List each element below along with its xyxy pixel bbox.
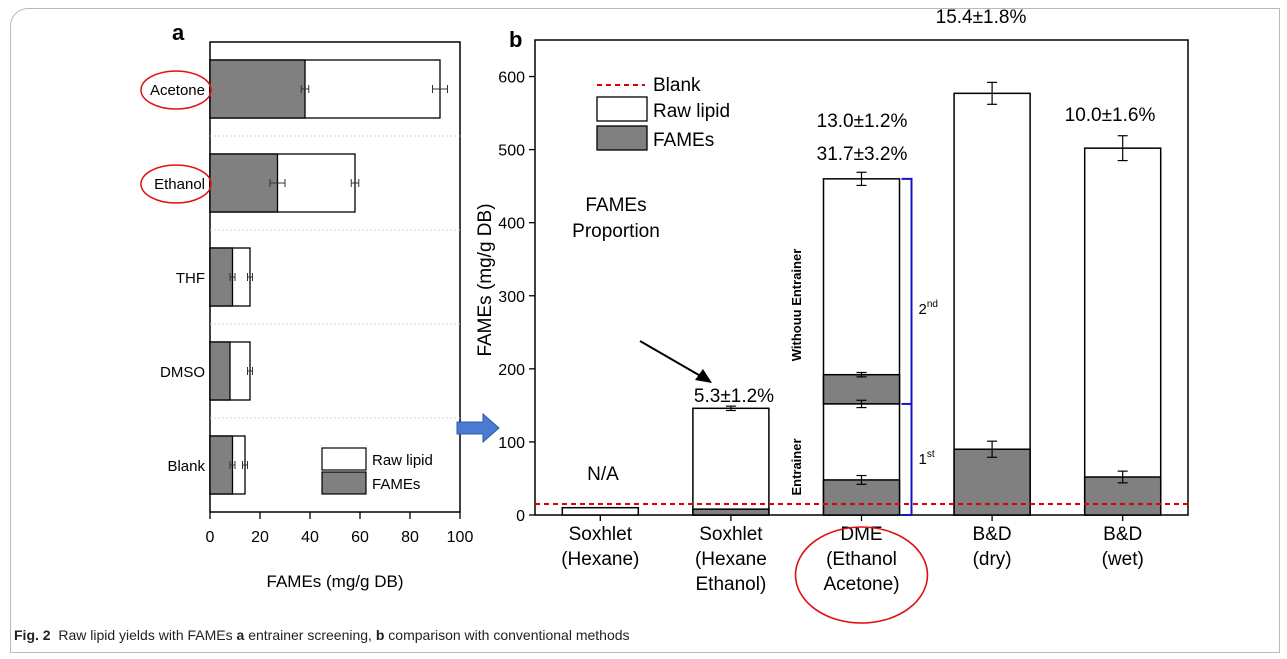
fames-bar — [209, 435, 234, 495]
x-category-label: (Hexane — [695, 549, 767, 570]
x-category-label: DME — [840, 524, 882, 545]
na-label: N/A — [587, 464, 619, 485]
second-stage-label: 2nd — [919, 299, 938, 318]
panel-a-label: a — [172, 20, 185, 45]
entrainer-label: Entrainer — [789, 438, 804, 495]
proportion-label-line-2: Proportion — [572, 221, 660, 242]
without-entrainer-label: Withouu Entrainer — [789, 249, 804, 362]
legend-blank-label: Blank — [653, 75, 701, 96]
legend-fames-swatch — [596, 125, 648, 151]
x-category-label: (wet) — [1102, 549, 1144, 570]
x-category-label: (Hexane) — [561, 549, 639, 570]
legend-raw-lipid-swatch — [596, 96, 648, 122]
x-tick-label: 100 — [447, 529, 474, 546]
x-category-label: B&D — [973, 524, 1012, 545]
fames-bar — [822, 479, 901, 516]
y-tick-label: 400 — [498, 216, 525, 233]
fames-bar — [822, 373, 901, 405]
caption-text-1: Raw lipid yields with FAMEs — [58, 627, 233, 643]
raw-lipid-bar — [822, 178, 901, 405]
highlight-circle — [794, 526, 929, 624]
raw-lipid-bar — [561, 506, 640, 516]
proportion-arrowhead — [695, 369, 712, 383]
x-tick-label: 20 — [251, 529, 269, 546]
legend-raw-lipid-swatch — [321, 447, 367, 471]
fames-bar — [209, 247, 234, 307]
category-label: Acetone — [150, 82, 205, 99]
legend-fames-label: FAMEs — [653, 130, 714, 151]
x-category-label: B&D — [1103, 524, 1142, 545]
y-axis-title: FAMEs (mg/g DB) — [475, 203, 496, 356]
dme-percent-2: 31.7±3.2% — [817, 144, 908, 165]
panel-b-label: b — [509, 27, 522, 52]
legend-fames-swatch — [321, 471, 367, 495]
legend-raw-lipid-label: Raw lipid — [372, 452, 433, 469]
y-tick-label: 200 — [498, 362, 525, 379]
fames-bar — [209, 59, 306, 119]
fames-bar — [953, 448, 1031, 516]
caption-text-3: comparison with conventional methods — [388, 627, 630, 643]
y-tick-label: 500 — [498, 143, 525, 160]
bd-wet-percent: 10.0±1.6% — [1065, 105, 1156, 126]
x-axis-title: FAMEs (mg/g DB) — [267, 572, 404, 591]
y-tick-label: 0 — [516, 508, 525, 525]
y-tick-label: 100 — [498, 435, 525, 452]
x-tick-label: 80 — [401, 529, 419, 546]
right-arrow-icon — [456, 412, 500, 444]
dme-percent-1: 13.0±1.2% — [817, 111, 908, 132]
first-stage-label: 1st — [919, 449, 935, 468]
caption-fig-label: Fig. 2 — [14, 627, 51, 643]
caption-text-2: entrainer screening, — [248, 627, 372, 643]
legend-fames-label: FAMEs — [372, 476, 420, 493]
x-category-label: Acetone) — [823, 574, 899, 595]
bd-dry-percent: 15.4±1.8% — [936, 7, 1027, 28]
y-tick-label: 600 — [498, 70, 525, 87]
fames-bar — [209, 153, 279, 213]
caption-a: a — [236, 627, 245, 643]
fames-bar — [209, 341, 231, 401]
proportion-arrow-line — [639, 340, 705, 379]
fames-bar — [692, 508, 770, 516]
x-tick-label: 0 — [206, 529, 215, 546]
x-tick-label: 40 — [301, 529, 319, 546]
dme-stage-bracket — [901, 177, 913, 516]
x-category-label: Soxhlet — [699, 524, 763, 545]
category-label: Ethanol — [154, 176, 205, 193]
x-category-label: Soxhlet — [569, 524, 633, 545]
y-tick-label: 300 — [498, 289, 525, 306]
caption-b: b — [375, 627, 385, 643]
figure-frame — [10, 8, 1280, 653]
raw-lipid-bar — [1083, 147, 1162, 516]
x-category-label: (Ethanol — [826, 549, 897, 570]
category-label: THF — [176, 270, 205, 287]
figure-caption: Fig. 2 Raw lipid yields with FAMEs a ent… — [14, 627, 630, 643]
highlight-circle — [140, 164, 212, 204]
category-label: DMSO — [160, 364, 205, 381]
raw-lipid-bar — [692, 407, 770, 516]
x-category-label: Ethanol) — [696, 574, 767, 595]
x-category-label: (dry) — [973, 549, 1012, 570]
soxhlet-ethanol-percent: 5.3±1.2% — [694, 386, 774, 407]
legend-raw-lipid-label: Raw lipid — [653, 101, 730, 122]
category-label: Blank — [167, 458, 205, 475]
highlight-circle — [140, 70, 212, 110]
x-tick-label: 60 — [351, 529, 369, 546]
proportion-label-line-1: FAMEs — [585, 195, 646, 216]
